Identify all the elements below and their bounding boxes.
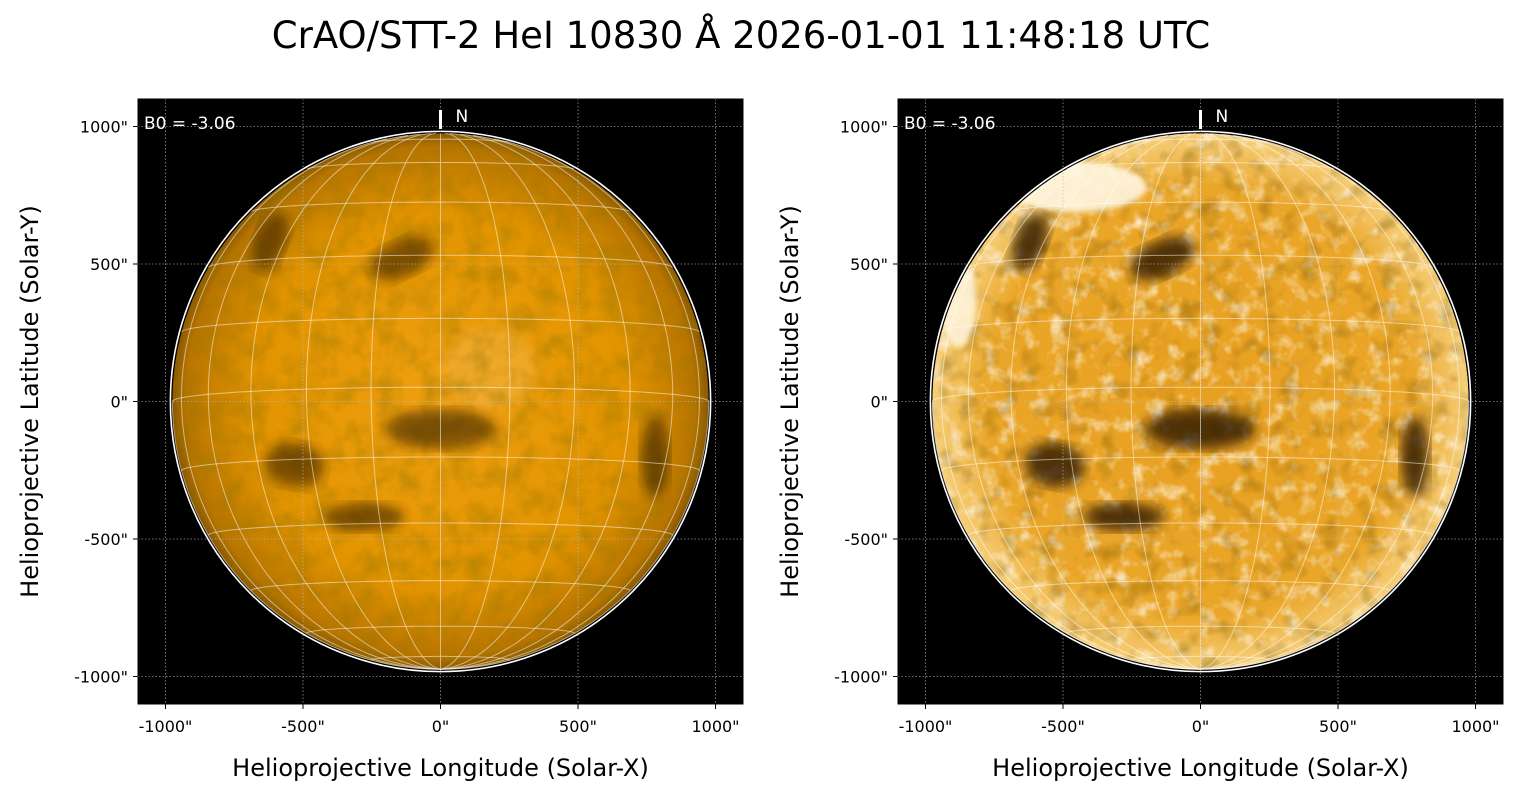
x-tick-label: 1000" bbox=[691, 717, 739, 736]
north-label: N bbox=[1216, 107, 1229, 127]
b0-annotation: B0 = -3.06 bbox=[144, 114, 236, 134]
y-tick-label: 500" bbox=[850, 255, 888, 274]
meridian-line bbox=[1200, 138, 1461, 670]
x-tick-label: -1000" bbox=[139, 717, 193, 736]
meridian-line bbox=[940, 138, 1201, 670]
meridian-line bbox=[440, 138, 701, 670]
parallel-line bbox=[372, 138, 509, 143]
parallel-line bbox=[181, 317, 700, 333]
parallel-line bbox=[250, 580, 631, 591]
meridian-line bbox=[440, 132, 511, 670]
y-tick-label: -500" bbox=[844, 530, 888, 549]
x-tick-label: -1000" bbox=[899, 717, 953, 736]
filament-north-1 bbox=[1130, 236, 1194, 281]
parallel-line bbox=[305, 625, 576, 634]
parallel-line bbox=[1132, 138, 1269, 143]
meridian-line bbox=[1010, 133, 1201, 670]
filament-north-2 bbox=[1011, 213, 1049, 271]
meridian-line bbox=[440, 133, 631, 670]
filament-south bbox=[323, 503, 404, 531]
parallel-line bbox=[251, 201, 630, 212]
x-tick-label: 1000" bbox=[1451, 717, 1499, 736]
parallel-line bbox=[1010, 580, 1391, 591]
parallel-line bbox=[1065, 625, 1336, 634]
north-label: N bbox=[456, 107, 469, 127]
filament-north-1 bbox=[370, 236, 434, 281]
y-tick-label: 1000" bbox=[840, 118, 888, 137]
meridian-line bbox=[440, 133, 576, 670]
meridian-line bbox=[1200, 132, 1271, 670]
filament-east bbox=[1024, 442, 1085, 488]
x-tick-label: -500" bbox=[281, 717, 325, 736]
parallel-line bbox=[1011, 201, 1390, 212]
y-tick-label: -500" bbox=[84, 530, 128, 549]
x-axis-label: Helioprojective Longitude (Solar-X) bbox=[992, 754, 1409, 782]
y-tick-label: 0" bbox=[110, 393, 128, 412]
filament-north-2 bbox=[251, 213, 289, 271]
heliographic-grid bbox=[931, 132, 1470, 670]
y-tick-label: 1000" bbox=[80, 118, 128, 137]
meridian-line bbox=[967, 134, 1201, 670]
x-tick-label: 500" bbox=[1319, 717, 1357, 736]
y-axis-label: Helioprojective Latitude (Solar-Y) bbox=[776, 205, 804, 598]
x-axis-label: Helioprojective Longitude (Solar-X) bbox=[232, 754, 649, 782]
parallel-line bbox=[968, 254, 1433, 268]
y-tick-label: 500" bbox=[90, 255, 128, 274]
meridian-line bbox=[1130, 132, 1201, 670]
x-tick-label: 0" bbox=[1192, 717, 1210, 736]
filament-east bbox=[264, 442, 325, 488]
meridian-line bbox=[180, 138, 441, 670]
meridian-line bbox=[440, 134, 674, 670]
y-tick-label: -1000" bbox=[834, 668, 888, 687]
parallel-line bbox=[208, 254, 673, 268]
meridian-line bbox=[1200, 133, 1391, 670]
meridian-line bbox=[1200, 134, 1434, 670]
left-panel: -1000" -500" 0" 500" 1000" 1000" 500" 0" -500" -1… bbox=[16, 98, 744, 782]
y-axis-label: Helioprojective Latitude (Solar-Y) bbox=[16, 205, 44, 598]
b0-annotation: B0 = -3.06 bbox=[904, 114, 996, 134]
filament-south bbox=[1083, 503, 1164, 531]
right-panel: -1000" -500" 0" 500" 1000" 1000" 500" 0" -500" -1… bbox=[776, 98, 1504, 782]
filament-west bbox=[1401, 416, 1429, 497]
filament-west bbox=[641, 416, 669, 497]
meridian-line bbox=[207, 134, 441, 670]
meridian-line bbox=[305, 133, 441, 670]
y-tick-label: 0" bbox=[870, 393, 888, 412]
y-tick-label: -1000" bbox=[74, 668, 128, 687]
parallel-line bbox=[941, 317, 1460, 333]
meridian-line bbox=[1065, 133, 1201, 670]
meridian-line bbox=[1200, 133, 1336, 670]
meridian-line bbox=[370, 132, 441, 670]
meridian-line bbox=[250, 133, 441, 670]
x-tick-label: 500" bbox=[559, 717, 597, 736]
figure-title: CrAO/STT-2 HeI 10830 Å 2026-01-01 11:48:… bbox=[271, 14, 1211, 57]
x-tick-label: -500" bbox=[1041, 717, 1085, 736]
x-tick-label: 0" bbox=[432, 717, 450, 736]
axis-gridlines bbox=[898, 99, 1503, 704]
